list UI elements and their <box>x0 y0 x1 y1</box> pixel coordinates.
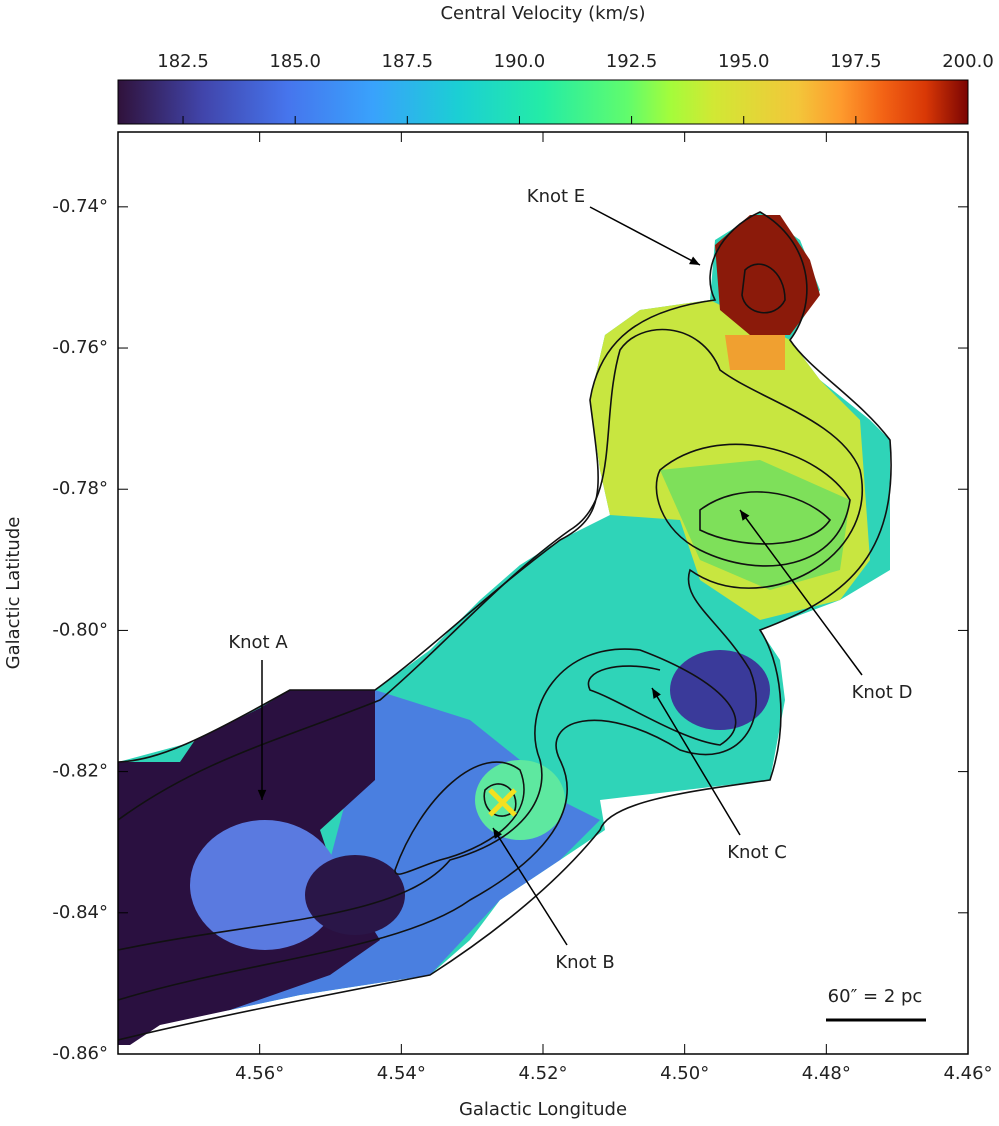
colorbar-tick-label: 192.5 <box>606 51 658 72</box>
annotation-arrow <box>589 206 701 266</box>
x-tick-label: 4.52° <box>518 1063 567 1084</box>
y-tick-label: -0.74° <box>52 196 108 217</box>
annotation-arrow <box>492 827 568 946</box>
annotation: Knot A <box>228 632 288 653</box>
colorbar-tick-label: 185.0 <box>269 51 321 72</box>
y-tick-label: -0.82° <box>52 761 108 782</box>
annotation-arrowhead <box>257 789 267 800</box>
annotation-arrow <box>739 509 863 676</box>
colorbar-tick-label: 187.5 <box>382 51 434 72</box>
colorbar-tick-label: 195.0 <box>718 51 770 72</box>
scale-bar-label: 60″ = 2 pc <box>828 986 923 1007</box>
annotation: Knot E <box>527 186 585 207</box>
annotation: Knot B <box>555 952 614 973</box>
y-tick-label: -0.86° <box>52 1043 108 1064</box>
annotation-arrowhead <box>689 256 700 265</box>
x-tick-label: 4.54° <box>377 1063 426 1084</box>
annotation-arrowhead <box>740 510 750 521</box>
y-tick-label: -0.78° <box>52 478 108 499</box>
colorbar <box>117 79 969 125</box>
x-tick-label: 4.50° <box>660 1063 709 1084</box>
y-axis-label: Galactic Latitude <box>3 517 24 670</box>
annotation-arrowhead <box>493 828 503 839</box>
annotation-arrow <box>651 687 741 836</box>
colorbar-tick-label: 197.5 <box>830 51 882 72</box>
y-tick-label: -0.76° <box>52 337 108 358</box>
x-tick-label: 4.46° <box>943 1063 992 1084</box>
annotation: Knot C <box>727 842 787 863</box>
colorbar-title: Central Velocity (km/s) <box>440 3 645 24</box>
x-axis-label: Galactic Longitude <box>459 1099 627 1120</box>
y-tick-label: -0.84° <box>52 902 108 923</box>
y-tick-label: -0.80° <box>52 619 108 640</box>
colorbar-tick-label: 190.0 <box>494 51 546 72</box>
annotation-arrowhead <box>652 688 661 699</box>
velocity-map <box>118 211 892 1045</box>
colorbar-tick-label: 182.5 <box>157 51 209 72</box>
x-tick-label: 4.48° <box>802 1063 851 1084</box>
colorbar-tick-label: 200.0 <box>942 51 994 72</box>
annotation: Knot D <box>852 682 913 703</box>
x-tick-label: 4.56° <box>235 1063 284 1084</box>
